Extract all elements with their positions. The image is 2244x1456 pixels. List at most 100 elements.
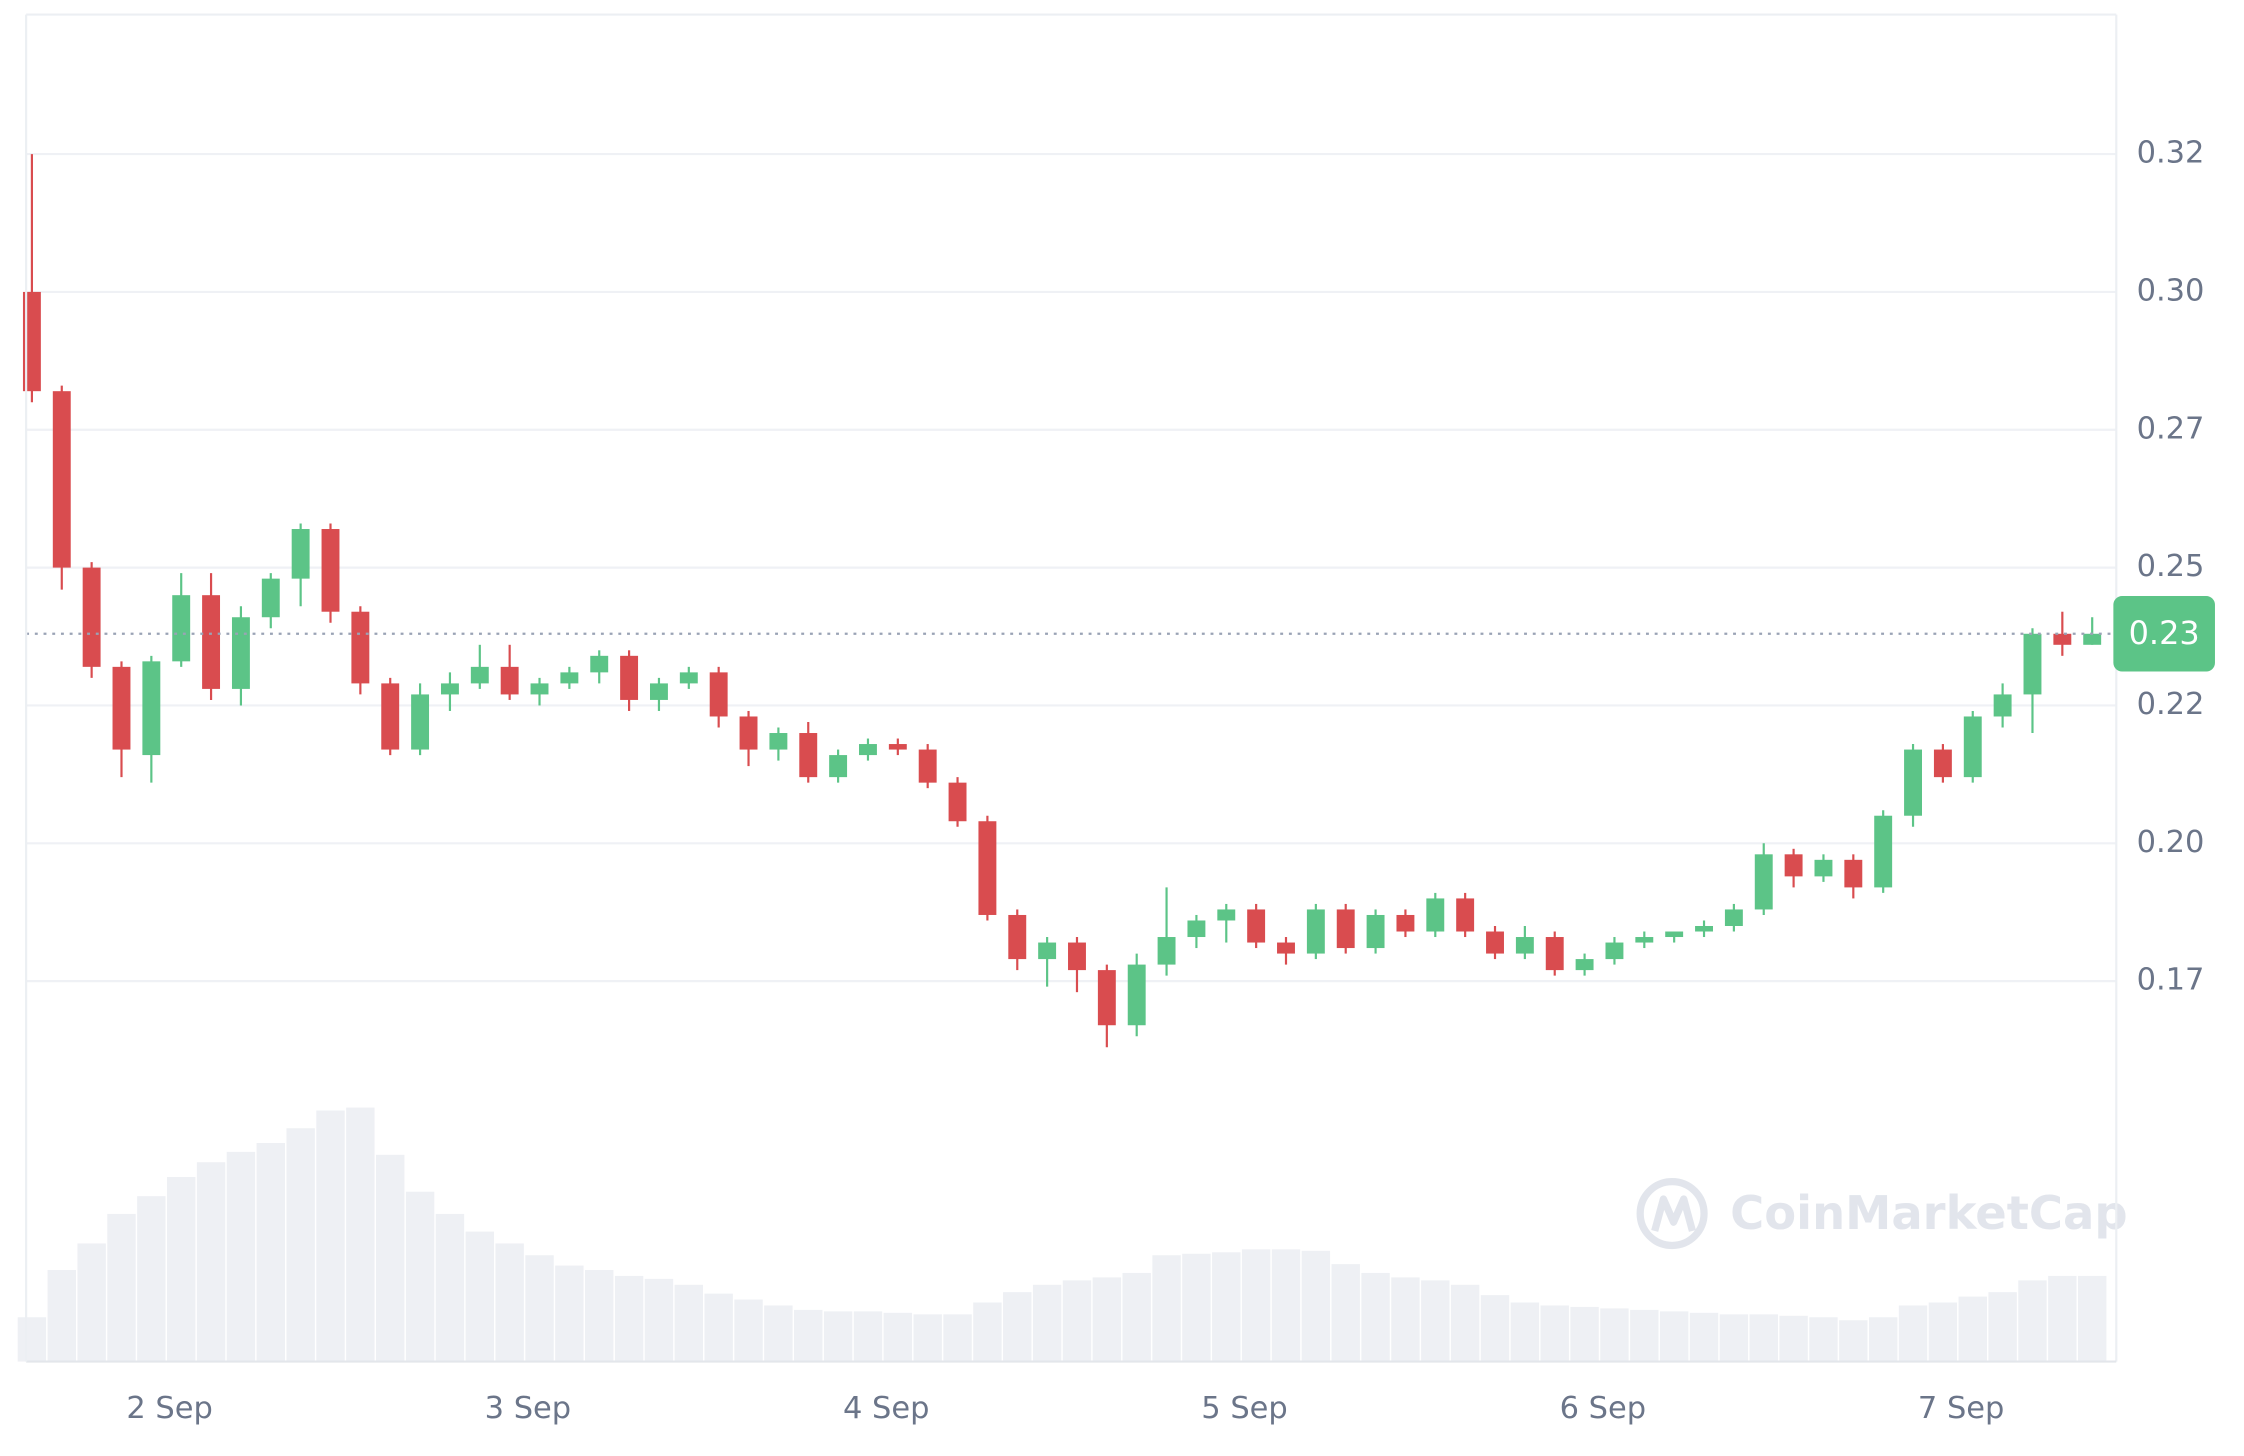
candle-body — [769, 733, 788, 750]
volume-bar — [1271, 1249, 1301, 1362]
candle-body — [799, 733, 818, 778]
x-tick-label: 5 Sep — [1201, 1391, 1288, 1426]
x-tick-label: 7 Sep — [1918, 1391, 2005, 1426]
x-tick-label: 6 Sep — [1560, 1391, 1646, 1426]
candle-body — [1635, 937, 1654, 943]
volume-bar — [1182, 1253, 1211, 1362]
y-tick-label: 0.27 — [2137, 411, 2205, 446]
volume-bar — [2018, 1280, 2047, 1362]
candle-body — [1187, 920, 1206, 938]
candle-body — [82, 567, 101, 667]
volume-bar — [1212, 1252, 1241, 1362]
candle-body — [978, 821, 997, 915]
volume-bar — [734, 1299, 763, 1362]
candle-body — [1456, 898, 1475, 932]
volume-bar — [1450, 1284, 1480, 1362]
candle-body — [1754, 854, 1773, 910]
volume-bar — [1361, 1272, 1390, 1362]
candle-body — [1993, 694, 2012, 717]
y-tick-label: 0.20 — [2137, 825, 2205, 860]
volume-bar — [2048, 1275, 2077, 1362]
volume-bar — [1809, 1317, 1838, 1362]
volume-bar — [674, 1284, 704, 1362]
volume-bar — [1600, 1308, 1629, 1362]
volume-bar — [883, 1312, 913, 1362]
x-tick-label: 2 Sep — [126, 1391, 213, 1426]
candle-body — [1157, 937, 1176, 965]
candle-body — [1814, 859, 1833, 877]
watermark: CoinMarketCap — [1636, 1177, 2128, 1250]
candle-body — [1963, 716, 1982, 778]
volume-bar — [256, 1143, 285, 1362]
candle-body — [1008, 914, 1027, 960]
volume-bar — [286, 1128, 315, 1362]
candle-body — [440, 683, 459, 695]
candle-body — [1874, 815, 1893, 888]
volume-bar — [1928, 1302, 1958, 1362]
candle-body — [381, 683, 400, 750]
volume-bar — [1898, 1305, 1928, 1362]
volume-bar — [435, 1213, 465, 1362]
candle-body — [1127, 964, 1146, 1026]
volume-bar — [47, 1270, 76, 1362]
volume-bar — [1839, 1320, 1868, 1362]
volume-bar — [1032, 1284, 1062, 1362]
volume-bar — [1719, 1314, 1749, 1362]
volume-bar — [77, 1243, 106, 1362]
volume-bar — [525, 1255, 554, 1362]
volume-bar — [1988, 1292, 2017, 1362]
candle-body — [1097, 970, 1116, 1026]
candle-body — [1426, 898, 1445, 932]
volume-bar — [704, 1293, 733, 1362]
candle-body — [470, 666, 489, 684]
candle-body — [231, 617, 250, 689]
volume-bar — [167, 1176, 196, 1362]
volume-bar — [1241, 1249, 1271, 1362]
x-tick-label: 4 Sep — [843, 1391, 930, 1426]
volume-bar — [1630, 1309, 1659, 1362]
candle-body — [2053, 633, 2072, 645]
candles — [22, 154, 2117, 1048]
volume-bar — [1421, 1280, 1450, 1362]
volume-bar — [614, 1275, 644, 1362]
candle-body — [1515, 937, 1534, 954]
candle-body — [1904, 749, 1922, 816]
volume-bar — [17, 1317, 47, 1362]
axes: 0.17 0.20 0.22 0.25 0.27 0.30 0.32 2 Sep 3 Sep 4 … — [126, 136, 2215, 1426]
volume-bar — [555, 1265, 584, 1362]
volume-bar — [465, 1231, 495, 1362]
candle-body — [948, 782, 967, 822]
volume-bar — [1391, 1277, 1420, 1362]
volume-bar — [226, 1151, 256, 1362]
volume-bar — [1540, 1305, 1569, 1362]
candle-body — [321, 529, 340, 612]
volume-bar — [196, 1162, 226, 1362]
grid — [26, 153, 2117, 983]
candle-body — [52, 391, 71, 568]
watermark-logo-mark — [1651, 1195, 1696, 1232]
volume-bar — [1510, 1302, 1540, 1362]
candle-body — [1366, 914, 1385, 949]
candle-body — [261, 578, 280, 618]
candle-body — [1844, 859, 1863, 888]
candle-body — [1336, 909, 1355, 949]
volume-bar — [943, 1314, 972, 1362]
last-price-label: 0.23 — [2129, 614, 2200, 652]
volume-bar — [853, 1311, 883, 1362]
last-price-box — [2113, 596, 2215, 672]
candle-body — [202, 595, 221, 689]
volume-bar — [1749, 1314, 1778, 1362]
candle-body — [1217, 909, 1236, 921]
x-tick-label: 3 Sep — [485, 1391, 572, 1426]
volume-bar — [1301, 1250, 1331, 1362]
candle-body — [142, 661, 161, 756]
candle-body — [1396, 914, 1415, 932]
volume-bar — [973, 1302, 1002, 1362]
candle-body — [22, 291, 41, 392]
candle-body — [679, 672, 698, 684]
candle-body — [888, 744, 907, 750]
volume-bar — [913, 1314, 942, 1362]
candle-body — [709, 672, 728, 717]
